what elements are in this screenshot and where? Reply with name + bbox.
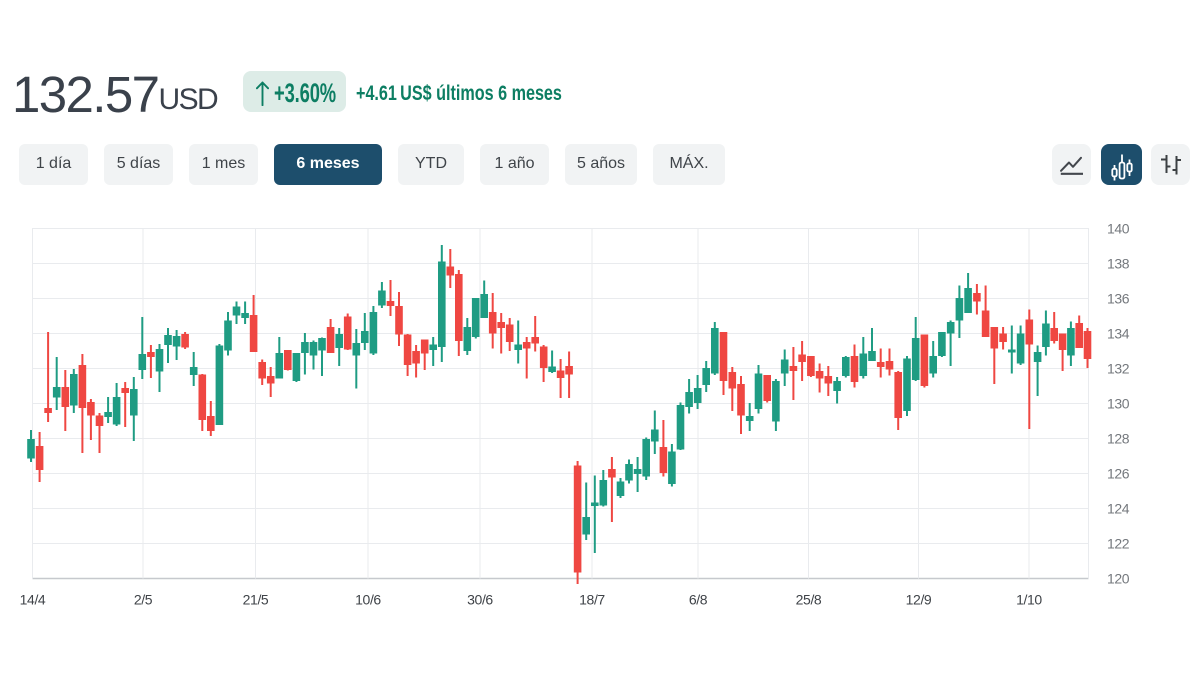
svg-text:122: 122 xyxy=(1107,536,1130,552)
svg-text:132: 132 xyxy=(1107,361,1130,377)
svg-text:130: 130 xyxy=(1107,396,1130,412)
svg-text:18/7: 18/7 xyxy=(579,592,605,608)
svg-text:120: 120 xyxy=(1107,571,1130,587)
svg-text:136: 136 xyxy=(1107,291,1130,307)
svg-text:12/9: 12/9 xyxy=(906,592,932,608)
svg-text:128: 128 xyxy=(1107,431,1130,447)
svg-text:6/8: 6/8 xyxy=(689,592,708,608)
svg-text:2/5: 2/5 xyxy=(134,592,153,608)
svg-text:10/6: 10/6 xyxy=(355,592,381,608)
svg-text:140: 140 xyxy=(1107,221,1130,237)
svg-text:124: 124 xyxy=(1107,501,1130,517)
svg-text:126: 126 xyxy=(1107,466,1130,482)
svg-text:134: 134 xyxy=(1107,326,1130,342)
svg-text:25/8: 25/8 xyxy=(796,592,822,608)
svg-text:1/10: 1/10 xyxy=(1016,592,1042,608)
svg-text:138: 138 xyxy=(1107,256,1130,272)
svg-text:21/5: 21/5 xyxy=(243,592,269,608)
svg-text:30/6: 30/6 xyxy=(467,592,493,608)
svg-text:14/4: 14/4 xyxy=(20,592,46,608)
